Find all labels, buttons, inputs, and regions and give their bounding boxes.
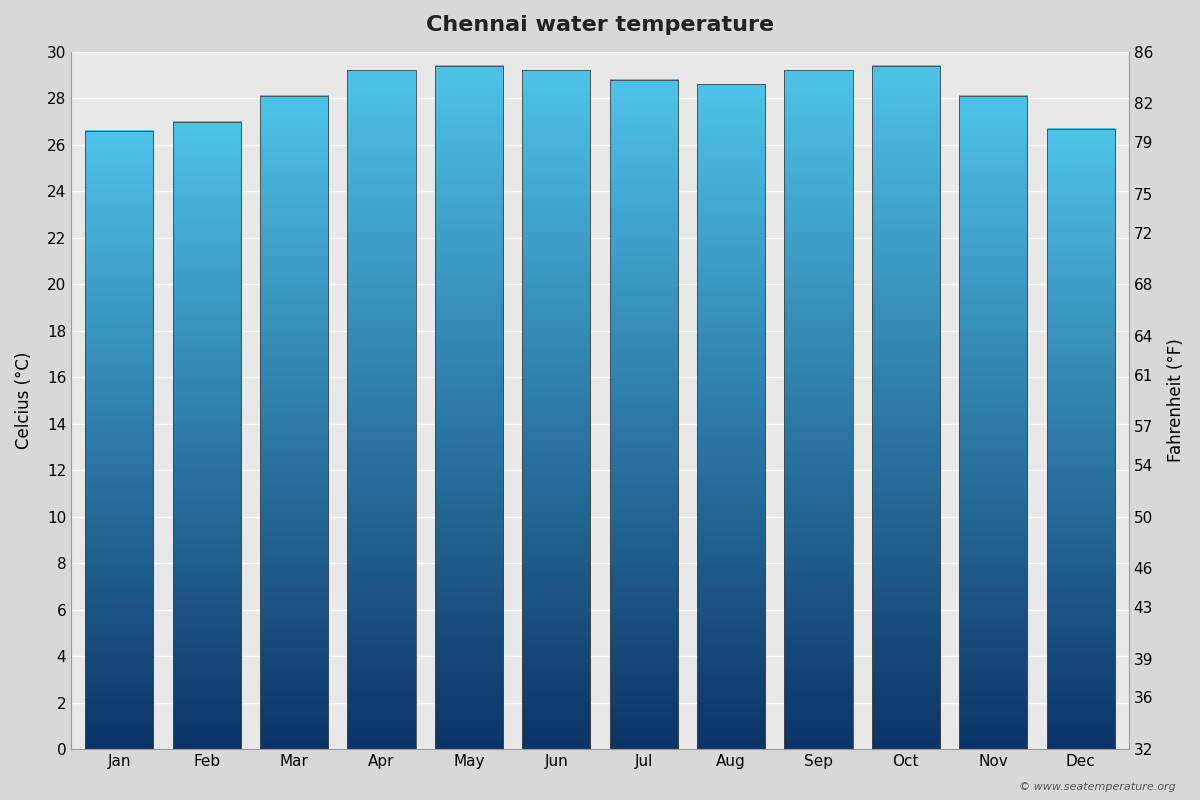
Y-axis label: Fahrenheit (°F): Fahrenheit (°F) bbox=[1166, 338, 1186, 462]
Title: Chennai water temperature: Chennai water temperature bbox=[426, 15, 774, 35]
Bar bbox=[785, 70, 852, 749]
Bar bbox=[959, 96, 1027, 749]
Y-axis label: Celcius (°C): Celcius (°C) bbox=[14, 352, 34, 449]
Text: © www.seatemperature.org: © www.seatemperature.org bbox=[1019, 782, 1176, 792]
Bar bbox=[871, 66, 940, 749]
Bar bbox=[85, 131, 154, 749]
Bar bbox=[610, 80, 678, 749]
Bar bbox=[347, 70, 415, 749]
Bar bbox=[697, 84, 766, 749]
Bar bbox=[173, 122, 241, 749]
Bar bbox=[522, 70, 590, 749]
Bar bbox=[434, 66, 503, 749]
Bar bbox=[1046, 129, 1115, 749]
Bar bbox=[260, 96, 328, 749]
